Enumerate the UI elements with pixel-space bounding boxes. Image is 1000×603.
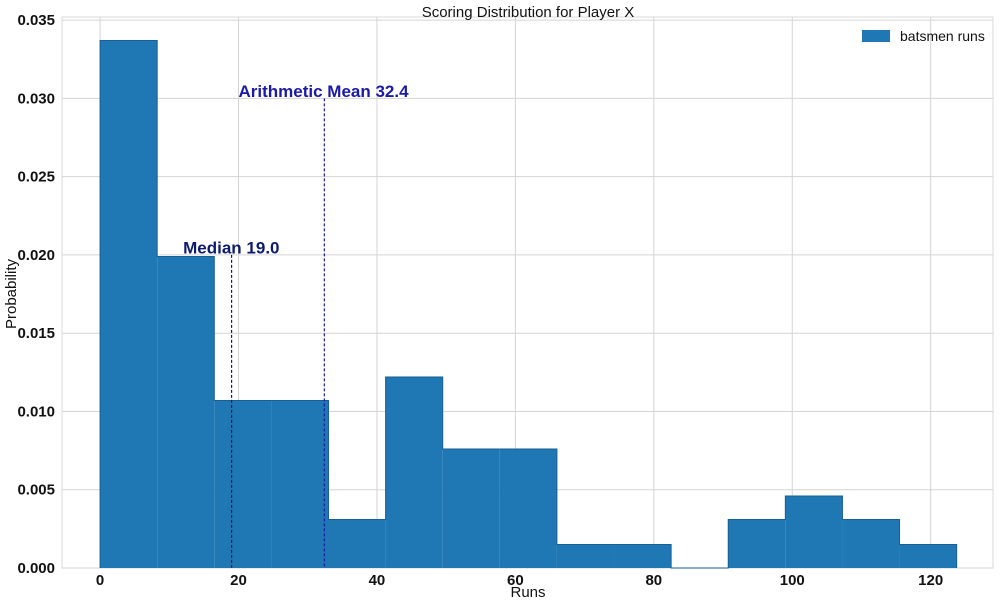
histogram-bar	[842, 519, 900, 568]
histogram-bar	[785, 495, 843, 568]
legend: batsmen runs	[862, 28, 985, 44]
ticks: 0 20 40 60 80 100 120 0.000 0.005 0.010 0.015 0.020…	[17, 12, 943, 589]
reference-lines	[230, 98, 325, 568]
median-annotation: Median 19.0	[183, 238, 279, 257]
histogram-bar	[442, 449, 500, 568]
y-tick-label: 0.010	[17, 403, 55, 420]
y-tick-label: 0.035	[17, 12, 55, 29]
chart-title: Scoring Distribution for Player X	[422, 4, 635, 21]
legend-swatch	[862, 30, 890, 42]
histogram-bar	[899, 544, 957, 568]
x-tick-label: 120	[918, 572, 943, 589]
x-tick-label: 0	[96, 572, 104, 589]
x-tick-label: 100	[780, 572, 805, 589]
histogram-bar	[214, 400, 272, 568]
y-axis-label: Probability	[3, 258, 20, 329]
histogram-bar	[271, 400, 329, 568]
histogram-outline	[99, 39, 958, 569]
mean-annotation: Arithmetic Mean 32.4	[239, 82, 410, 101]
histogram-bar	[157, 256, 215, 568]
histogram-bar	[100, 40, 158, 569]
histogram-bar	[556, 544, 615, 568]
x-tick-label: 20	[230, 572, 247, 589]
histogram-bar	[328, 519, 386, 568]
y-tick-label: 0.005	[17, 482, 55, 499]
legend-label: batsmen runs	[900, 28, 985, 44]
x-tick-label: 60	[507, 572, 524, 589]
y-tick-label: 0.000	[17, 560, 55, 577]
x-tick-label: 80	[645, 572, 662, 589]
histogram-bar	[728, 519, 786, 568]
y-tick-label: 0.025	[17, 169, 55, 186]
x-tick-label: 40	[369, 572, 386, 589]
bars	[99, 39, 958, 569]
histogram-bar	[614, 544, 672, 568]
x-axis-label: Runs	[510, 584, 545, 601]
y-tick-label: 0.020	[17, 247, 55, 264]
y-tick-label: 0.015	[17, 325, 55, 342]
histogram-bar	[499, 449, 557, 568]
histogram-bar	[385, 377, 443, 568]
y-tick-label: 0.030	[17, 90, 55, 107]
